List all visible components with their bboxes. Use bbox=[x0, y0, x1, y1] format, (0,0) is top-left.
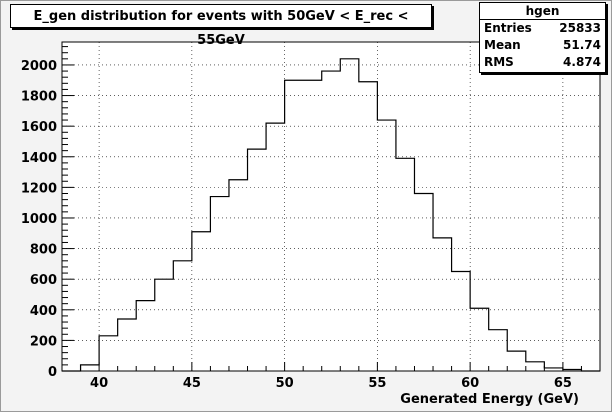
stats-rms-label: RMS bbox=[484, 55, 514, 69]
stats-entries-value: 25833 bbox=[559, 21, 601, 35]
y-tick-label: 1800 bbox=[21, 90, 57, 105]
plot-area bbox=[61, 41, 601, 372]
histogram-bars bbox=[62, 58, 600, 372]
y-tick-label: 1000 bbox=[21, 212, 57, 227]
stats-entries-row: Entries 25833 bbox=[480, 20, 605, 37]
y-tick-label: 1600 bbox=[21, 120, 57, 135]
stats-box: hgen Entries 25833 Mean 51.74 RMS 4.874 bbox=[479, 2, 606, 73]
y-tick-label: 600 bbox=[30, 273, 57, 288]
stats-mean-row: Mean 51.74 bbox=[480, 37, 605, 54]
stats-entries-label: Entries bbox=[484, 21, 532, 35]
y-tick-label: 1400 bbox=[21, 151, 57, 166]
y-axis: 0 200 400 600 800 1000 1200 1400 1600 1800 2000 bbox=[21, 46, 74, 380]
x-tick-label: 50 bbox=[276, 376, 294, 391]
x-tick-label: 55 bbox=[368, 376, 386, 391]
y-tick-label: 0 bbox=[48, 365, 57, 380]
stats-mean-label: Mean bbox=[484, 38, 521, 52]
chart-title: E_gen distribution for events with 50GeV… bbox=[10, 4, 432, 48]
stats-rms-row: RMS 4.874 bbox=[480, 54, 605, 71]
y-tick-label: 1200 bbox=[21, 181, 57, 196]
stats-histogram-name: hgen bbox=[480, 3, 605, 20]
x-tick-label: 40 bbox=[90, 376, 108, 391]
histogram-outline bbox=[62, 58, 600, 372]
y-tick-label: 200 bbox=[30, 334, 57, 349]
y-tick-label: 400 bbox=[30, 304, 57, 319]
x-axis: 40 45 50 55 60 65 bbox=[61, 362, 601, 391]
x-tick-label: 45 bbox=[183, 376, 201, 391]
x-tick-label: 60 bbox=[461, 376, 479, 391]
y-tick-label: 2000 bbox=[21, 59, 57, 74]
x-tick-label: 65 bbox=[554, 376, 572, 391]
stats-mean-value: 51.74 bbox=[563, 38, 601, 52]
y-tick-label: 800 bbox=[30, 243, 57, 258]
x-axis-label: Generated Energy (GeV) bbox=[400, 392, 579, 407]
stats-rms-value: 4.874 bbox=[563, 55, 601, 69]
